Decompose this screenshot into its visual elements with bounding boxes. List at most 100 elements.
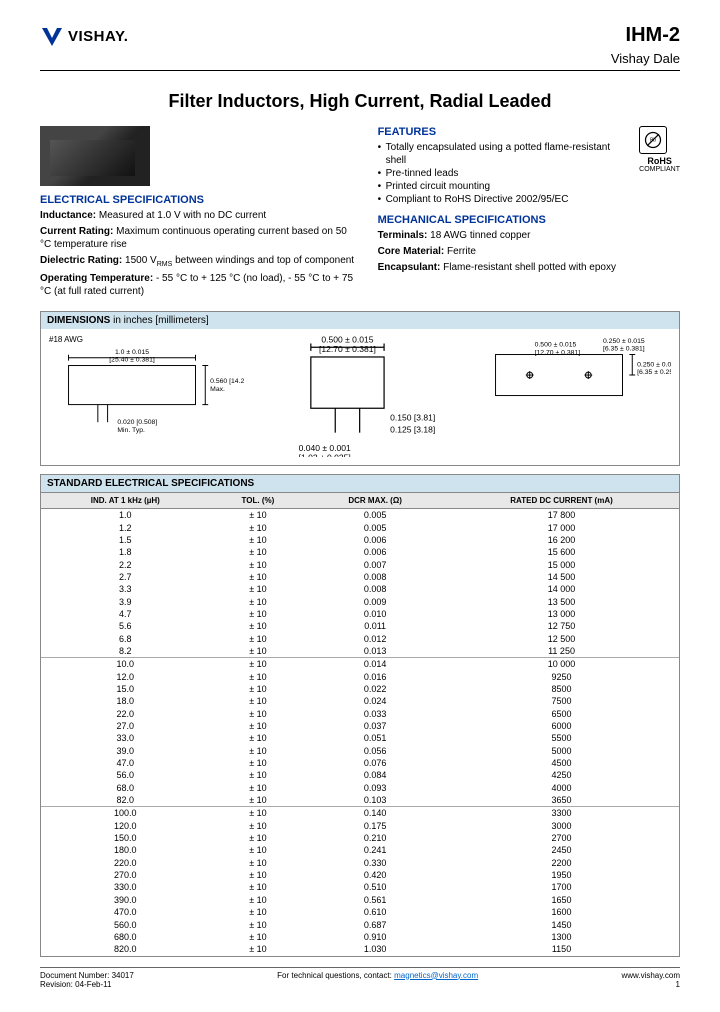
table-cell: 13 500 xyxy=(444,596,679,608)
spec-current: Current Rating: Maximum continuous opera… xyxy=(40,225,358,251)
page-number: 1 xyxy=(621,980,680,989)
table-cell: 0.210 xyxy=(306,832,444,844)
table-cell: 2.7 xyxy=(41,571,210,583)
table-row: 12.0± 100.0169250 xyxy=(41,671,679,683)
brand-logo: VISHAY. xyxy=(40,24,128,48)
table-cell: 9250 xyxy=(444,671,679,683)
table-cell: ± 10 xyxy=(210,844,307,856)
table-cell: 330.0 xyxy=(41,881,210,893)
table-cell: ± 10 xyxy=(210,732,307,744)
table-row: 1.8± 100.00615 600 xyxy=(41,546,679,558)
table-cell: 16 200 xyxy=(444,534,679,546)
pbfree-icon: Pb xyxy=(639,126,667,154)
table-cell: 6000 xyxy=(444,720,679,732)
contact-email-link[interactable]: magnetics@vishay.com xyxy=(394,971,478,980)
table-row: 820.0± 101.0301150 xyxy=(41,943,679,955)
table-cell: 180.0 xyxy=(41,844,210,856)
table-row: 27.0± 100.0376000 xyxy=(41,720,679,732)
table-cell: 7500 xyxy=(444,695,679,707)
table-cell: 39.0 xyxy=(41,745,210,757)
table-cell: 0.084 xyxy=(306,769,444,781)
table-cell: 0.561 xyxy=(306,894,444,906)
spec-table-panel: STANDARD ELECTRICAL SPECIFICATIONS IND. … xyxy=(40,474,680,956)
table-cell: 13 000 xyxy=(444,608,679,620)
dimensions-body: #18 AWG 1.0 ± 0.015[25.40 ± 0.381] 0.560… xyxy=(41,329,679,465)
table-cell: 56.0 xyxy=(41,769,210,781)
table-cell: 0.033 xyxy=(306,708,444,720)
col-right: FEATURES Totally encapsulated using a po… xyxy=(378,126,680,301)
table-cell: ± 10 xyxy=(210,608,307,620)
table-cell: 22.0 xyxy=(41,708,210,720)
table-cell: 0.910 xyxy=(306,931,444,943)
table-cell: 6.8 xyxy=(41,633,210,645)
svg-text:0.250 ± 0.010[6.35 ± 0.254]: 0.250 ± 0.010[6.35 ± 0.254] xyxy=(637,361,671,376)
table-cell: ± 10 xyxy=(210,571,307,583)
svg-text:Pb: Pb xyxy=(650,138,656,144)
table-cell: ± 10 xyxy=(210,919,307,931)
table-cell: ± 10 xyxy=(210,757,307,769)
table-cell: 0.610 xyxy=(306,906,444,918)
table-row: 100.0± 100.1403300 xyxy=(41,807,679,820)
table-cell: ± 10 xyxy=(210,522,307,534)
table-cell: 0.076 xyxy=(306,757,444,769)
table-cell: 1.8 xyxy=(41,546,210,558)
table-cell: ± 10 xyxy=(210,708,307,720)
table-cell: ± 10 xyxy=(210,894,307,906)
table-cell: ± 10 xyxy=(210,857,307,869)
table-row: 680.0± 100.9101300 xyxy=(41,931,679,943)
table-cell: 1.5 xyxy=(41,534,210,546)
table-cell: 15 600 xyxy=(444,546,679,558)
table-cell: 12 750 xyxy=(444,620,679,632)
table-cell: ± 10 xyxy=(210,633,307,645)
table-cell: 3300 xyxy=(444,807,679,820)
table-cell: ± 10 xyxy=(210,807,307,820)
spec-terminals: Terminals: 18 AWG tinned copper xyxy=(378,229,680,242)
table-cell: ± 10 xyxy=(210,645,307,658)
table-row: 18.0± 100.0247500 xyxy=(41,695,679,707)
table-cell: ± 10 xyxy=(210,820,307,832)
table-cell: ± 10 xyxy=(210,546,307,558)
table-cell: ± 10 xyxy=(210,931,307,943)
table-cell: ± 10 xyxy=(210,534,307,546)
table-cell: 0.016 xyxy=(306,671,444,683)
table-row: 470.0± 100.6101600 xyxy=(41,906,679,918)
col-dcr: DCR MAX. (Ω) xyxy=(306,493,444,509)
table-cell: 2700 xyxy=(444,832,679,844)
table-cell: 4250 xyxy=(444,769,679,781)
table-row: 5.6± 100.01112 750 xyxy=(41,620,679,632)
table-row: 82.0± 100.1033650 xyxy=(41,794,679,807)
table-cell: 0.005 xyxy=(306,522,444,534)
table-cell: 0.093 xyxy=(306,782,444,794)
svg-text:0.250 ± 0.015[6.35 ± 0.381]: 0.250 ± 0.015[6.35 ± 0.381] xyxy=(603,338,645,353)
table-row: 3.3± 100.00814 000 xyxy=(41,583,679,595)
table-cell: 5500 xyxy=(444,732,679,744)
elec-spec-head: ELECTRICAL SPECIFICATIONS xyxy=(40,194,358,206)
table-cell: 0.103 xyxy=(306,794,444,807)
table-row: 22.0± 100.0336500 xyxy=(41,708,679,720)
table-cell: 33.0 xyxy=(41,732,210,744)
vishay-logo-icon xyxy=(40,24,64,48)
table-cell: 0.009 xyxy=(306,596,444,608)
table-row: 220.0± 100.3302200 xyxy=(41,857,679,869)
intro-columns: ELECTRICAL SPECIFICATIONS Inductance: Me… xyxy=(40,126,680,301)
table-cell: 10.0 xyxy=(41,658,210,671)
table-cell: 10 000 xyxy=(444,658,679,671)
doc-number: Document Number: 34017 xyxy=(40,971,134,980)
table-row: 2.7± 100.00814 500 xyxy=(41,571,679,583)
table-cell: 14 500 xyxy=(444,571,679,583)
spec-table-title: STANDARD ELECTRICAL SPECIFICATIONS xyxy=(41,475,679,493)
table-row: 15.0± 100.0228500 xyxy=(41,683,679,695)
table-cell: 15.0 xyxy=(41,683,210,695)
table-cell: 0.037 xyxy=(306,720,444,732)
table-row: 10.0± 100.01410 000 xyxy=(41,658,679,671)
spec-inductance: Inductance: Measured at 1.0 V with no DC… xyxy=(40,209,358,222)
table-cell: 6500 xyxy=(444,708,679,720)
feature-item: Compliant to RoHS Directive 2002/95/EC xyxy=(378,193,632,206)
table-row: 330.0± 100.5101700 xyxy=(41,881,679,893)
features-block: FEATURES Totally encapsulated using a po… xyxy=(378,126,632,206)
table-row: 47.0± 100.0764500 xyxy=(41,757,679,769)
table-cell: 5.6 xyxy=(41,620,210,632)
table-cell: 390.0 xyxy=(41,894,210,906)
table-row: 6.8± 100.01212 500 xyxy=(41,633,679,645)
table-cell: 1300 xyxy=(444,931,679,943)
